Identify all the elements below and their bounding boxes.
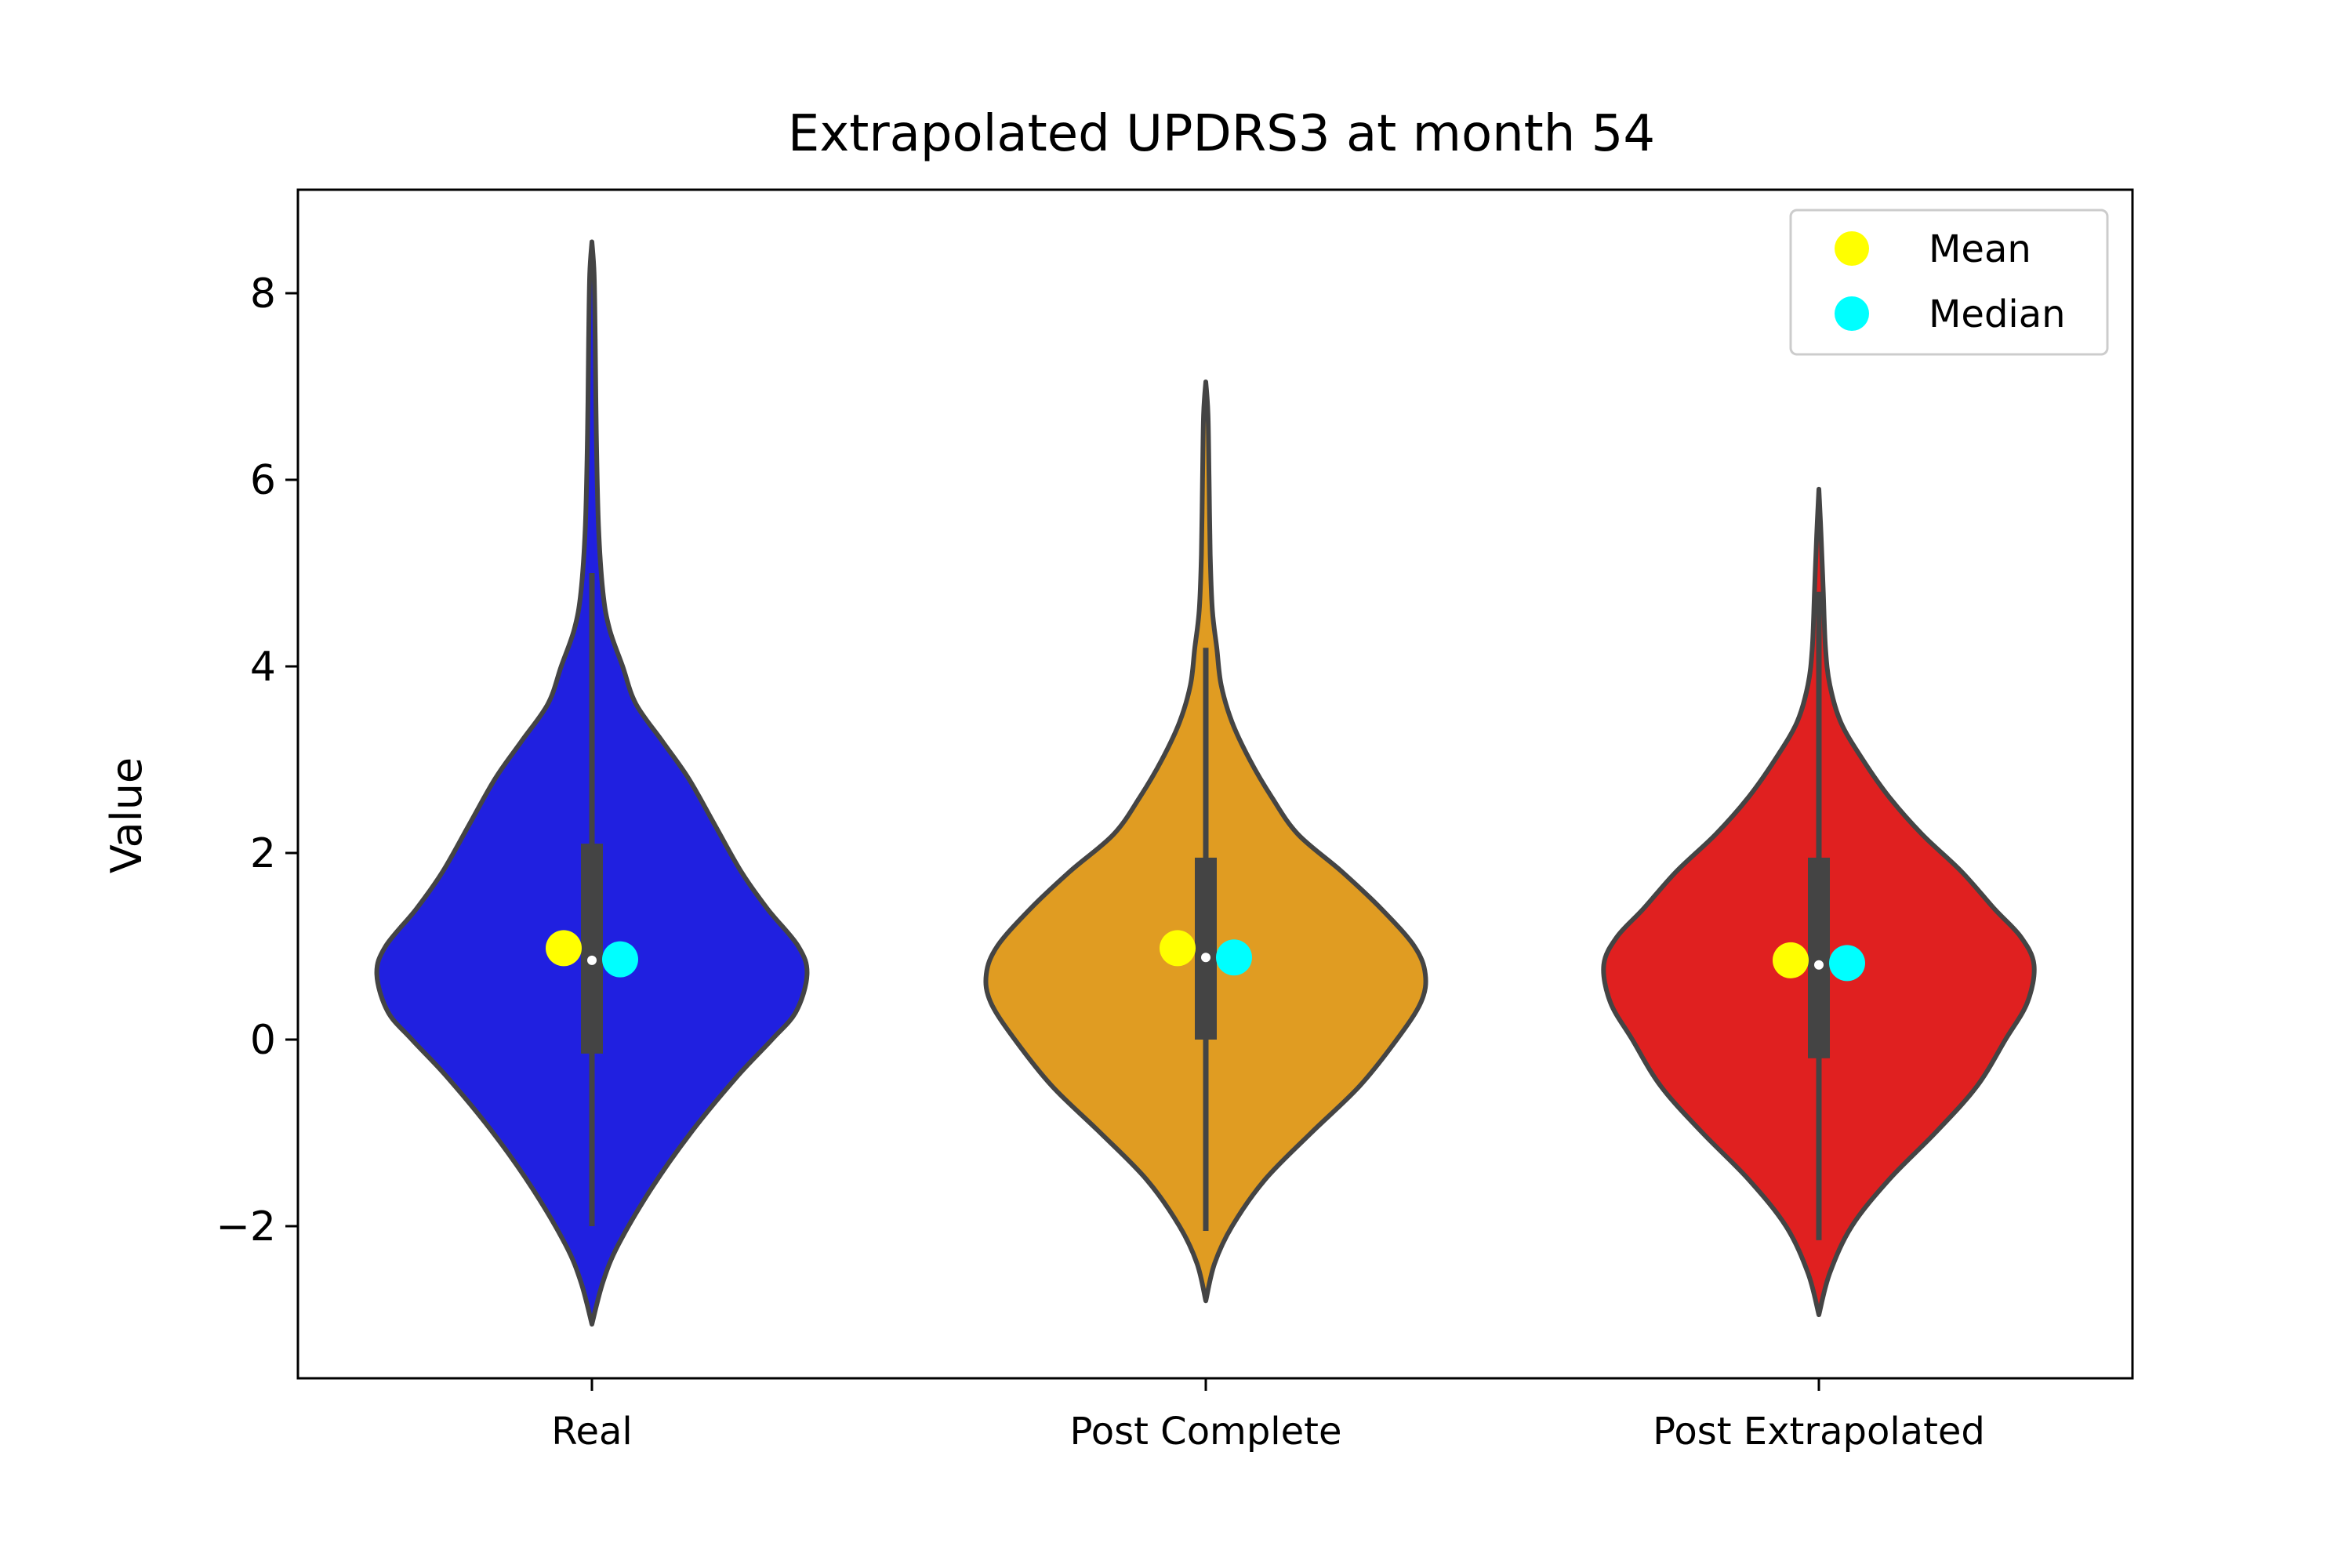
y-tick-label: 2 xyxy=(250,830,276,877)
y-tick-label: 4 xyxy=(250,644,276,691)
legend-median-label: Median xyxy=(1929,292,2066,336)
legend: Mean Median xyxy=(1789,209,2109,356)
iqr-box xyxy=(581,844,603,1054)
y-tick-label: 8 xyxy=(250,270,276,318)
y-tick-label: −2 xyxy=(216,1203,276,1250)
median-marker xyxy=(1829,945,1865,982)
violin-post-extrapolated xyxy=(1601,486,2037,1317)
plot-area xyxy=(374,239,2037,1327)
mean-marker xyxy=(546,930,582,967)
legend-box xyxy=(1789,209,2109,356)
legend-mean-label: Mean xyxy=(1929,227,2031,271)
chart-title: Extrapolated UPDRS3 at month 54 xyxy=(788,105,1655,163)
median-dot xyxy=(1814,960,1824,970)
axes-frame xyxy=(296,188,2134,1380)
x-tick-label: Post Complete xyxy=(1069,1410,1341,1454)
axes: −2 0 2 4 6 8 Real Post Complete Post Extrapolate… xyxy=(216,270,1985,1454)
median-dot xyxy=(587,955,597,965)
y-tick-label: 6 xyxy=(250,457,276,504)
mean-marker xyxy=(1773,942,1809,978)
legend-median-marker xyxy=(1835,296,1869,331)
violin-real xyxy=(374,239,810,1327)
median-marker xyxy=(602,941,638,978)
iqr-box xyxy=(1808,857,1830,1058)
median-dot xyxy=(1201,953,1210,963)
median-marker xyxy=(1216,939,1252,976)
y-axis-label: Value xyxy=(102,757,151,873)
violin-post-complete xyxy=(983,379,1428,1304)
legend-mean-marker xyxy=(1835,231,1869,266)
x-tick-label: Post Extrapolated xyxy=(1653,1410,1985,1454)
mean-marker xyxy=(1160,930,1196,967)
y-tick-label: 0 xyxy=(250,1017,276,1064)
x-tick-label: Real xyxy=(551,1410,632,1454)
iqr-box xyxy=(1195,857,1217,1040)
